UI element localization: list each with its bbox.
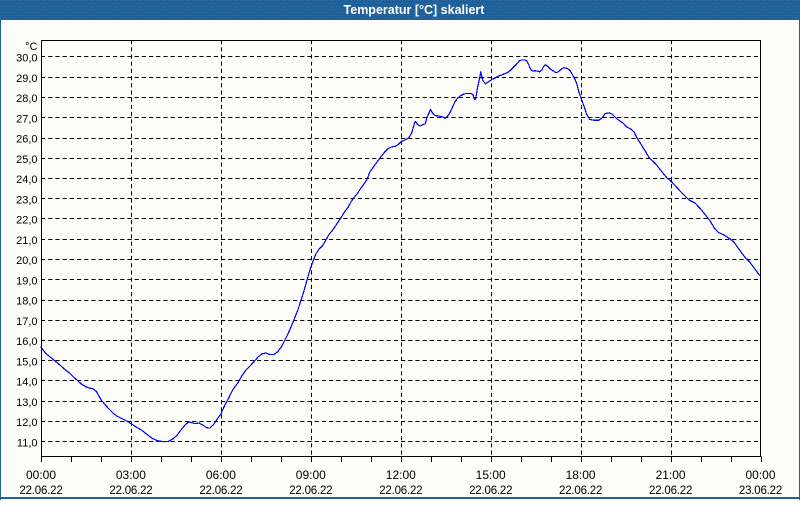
svg-text:00:00: 00:00 <box>745 468 775 482</box>
svg-text:19,0: 19,0 <box>16 275 37 287</box>
svg-text:00:00: 00:00 <box>26 468 56 482</box>
svg-text:21:00: 21:00 <box>656 468 686 482</box>
svg-text:22.06.22: 22.06.22 <box>379 485 422 497</box>
svg-text:22,0: 22,0 <box>16 215 37 227</box>
svg-text:22.06.22: 22.06.22 <box>559 485 602 497</box>
svg-text:12:00: 12:00 <box>386 468 416 482</box>
svg-text:25,0: 25,0 <box>16 154 37 166</box>
svg-text:18:00: 18:00 <box>566 468 596 482</box>
svg-text:13,0: 13,0 <box>16 397 37 409</box>
svg-text:23,0: 23,0 <box>16 194 37 206</box>
svg-text:Temperatur [°C] skaliert: Temperatur [°C] skaliert <box>344 3 486 17</box>
svg-text:12,0: 12,0 <box>16 417 37 429</box>
svg-text:09:00: 09:00 <box>296 468 326 482</box>
svg-text:°C: °C <box>25 41 37 53</box>
svg-text:27,0: 27,0 <box>16 114 37 126</box>
svg-text:30,0: 30,0 <box>16 53 37 65</box>
svg-text:29,0: 29,0 <box>16 73 37 85</box>
svg-text:11,0: 11,0 <box>17 437 38 449</box>
svg-text:14,0: 14,0 <box>16 377 37 389</box>
svg-text:18,0: 18,0 <box>16 296 37 308</box>
svg-text:22.06.22: 22.06.22 <box>289 485 332 497</box>
svg-text:15,0: 15,0 <box>16 356 37 368</box>
svg-text:26,0: 26,0 <box>16 134 37 146</box>
svg-text:22.06.22: 22.06.22 <box>469 485 512 497</box>
svg-text:03:00: 03:00 <box>116 468 146 482</box>
svg-text:16,0: 16,0 <box>16 336 37 348</box>
svg-text:20,0: 20,0 <box>16 255 37 267</box>
svg-text:28,0: 28,0 <box>16 93 37 105</box>
svg-text:24,0: 24,0 <box>16 174 37 186</box>
svg-text:22.06.22: 22.06.22 <box>109 485 152 497</box>
svg-text:22.06.22: 22.06.22 <box>19 485 62 497</box>
svg-text:22.06.22: 22.06.22 <box>199 485 242 497</box>
svg-text:15:00: 15:00 <box>476 468 506 482</box>
svg-text:21,0: 21,0 <box>16 235 37 247</box>
svg-text:17,0: 17,0 <box>16 316 37 328</box>
svg-text:23.06.22: 23.06.22 <box>739 485 782 497</box>
svg-text:06:00: 06:00 <box>206 468 236 482</box>
svg-text:22.06.22: 22.06.22 <box>649 485 692 497</box>
